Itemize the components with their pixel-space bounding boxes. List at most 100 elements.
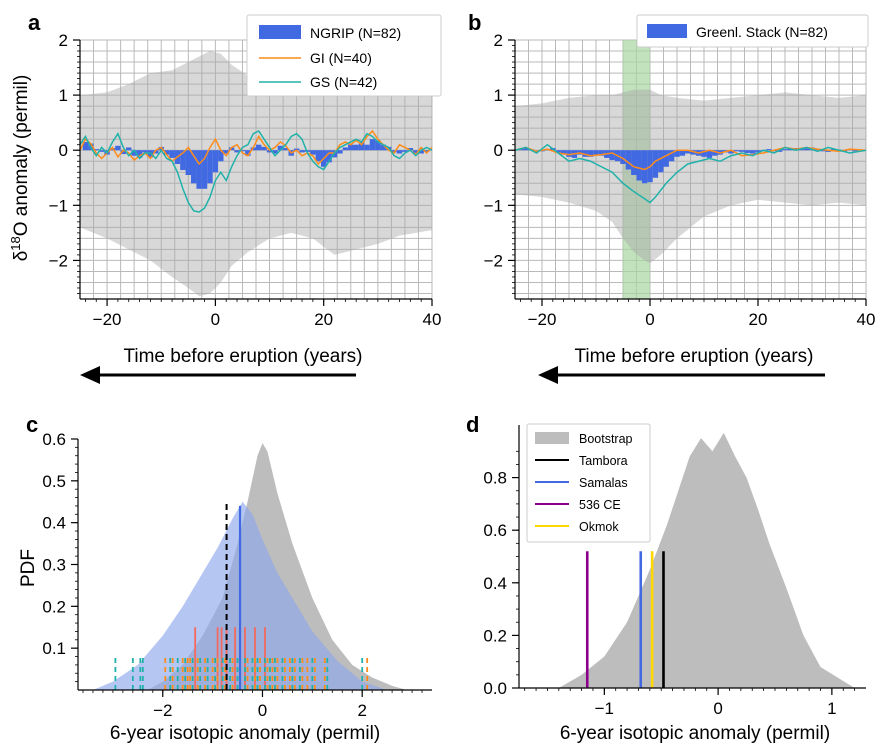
anomaly-bar bbox=[163, 150, 170, 155]
y-tick-label: 0 bbox=[494, 141, 503, 160]
legend-label-stack: Greenl. Stack (N=82) bbox=[696, 24, 828, 40]
gs-line bbox=[514, 143, 867, 204]
anomaly-bar bbox=[93, 149, 99, 151]
anomaly-bar bbox=[364, 144, 370, 151]
y-tick-label: 0.2 bbox=[483, 626, 507, 645]
anomaly-bar bbox=[641, 150, 648, 184]
anomaly-bar bbox=[250, 147, 256, 151]
y-tick-label: 1 bbox=[59, 86, 68, 105]
panel-c-ylabel: PDF bbox=[18, 549, 39, 587]
anomaly-bar bbox=[593, 150, 599, 155]
bootstrap-density bbox=[558, 432, 855, 688]
anomaly-bar bbox=[234, 150, 240, 153]
anomaly-bar bbox=[733, 150, 740, 152]
anomaly-bar bbox=[131, 150, 137, 156]
panel-a-axes: −2 −1 0 1 2 −20 0 20 40 bbox=[49, 31, 442, 329]
panel-d-legend: Bootstrap Tambora Samalas 536 CE Okmok bbox=[526, 423, 651, 543]
anomaly-bar bbox=[239, 150, 246, 152]
x-tick-label: 20 bbox=[749, 310, 768, 329]
anomaly-bar bbox=[598, 150, 605, 156]
anomaly-bar bbox=[207, 150, 213, 184]
anomaly-bar bbox=[136, 150, 143, 158]
panel-b-band bbox=[515, 89, 866, 264]
anomaly-bar bbox=[803, 148, 810, 151]
legend-label-tambora: Tambora bbox=[579, 454, 628, 468]
gs-line bbox=[79, 129, 433, 213]
x-tick-label: 1 bbox=[827, 699, 836, 718]
anomaly-bar bbox=[766, 149, 772, 151]
legend-label-ngrip: NGRIP (N=82) bbox=[310, 25, 401, 41]
x-tick-label: 0 bbox=[211, 310, 220, 329]
anomaly-bar bbox=[337, 150, 343, 154]
y-tick-label: −1 bbox=[49, 196, 68, 215]
panel-b-arrow bbox=[538, 366, 825, 384]
anomaly-bar bbox=[358, 142, 365, 151]
panel-b-legend: Greenl. Stack (N=82) bbox=[636, 14, 869, 48]
anomaly-bar bbox=[690, 150, 696, 155]
anomaly-bar bbox=[326, 150, 332, 163]
anomaly-bar bbox=[375, 140, 381, 151]
anomaly-bar bbox=[830, 149, 837, 151]
anomaly-bar bbox=[631, 150, 637, 176]
y-tick-label: 2 bbox=[59, 31, 68, 50]
panel-c-xlabel: 6-year isotopic anomaly (permil) bbox=[110, 723, 380, 744]
anomaly-bar bbox=[407, 148, 414, 151]
y-tick-label: 0.8 bbox=[483, 469, 507, 488]
anomaly-bar bbox=[413, 150, 419, 153]
anomaly-bar bbox=[353, 144, 359, 151]
panel-b-xlabel: Time before eruption (years) bbox=[574, 346, 813, 367]
anomaly-bar bbox=[396, 150, 403, 154]
anomaly-bar bbox=[342, 147, 349, 151]
panel-a-xlabel: Time before eruption (years) bbox=[123, 346, 362, 367]
anomaly-bar bbox=[185, 150, 192, 176]
anomaly-bar bbox=[218, 150, 224, 162]
anomaly-bar bbox=[712, 150, 718, 156]
legend-label-536: 536 CE bbox=[579, 498, 621, 512]
anomaly-bar bbox=[82, 141, 89, 151]
left-arrow-icon bbox=[80, 366, 100, 384]
anomaly-bar bbox=[582, 150, 588, 157]
panel-d: 0.0 0.2 0.4 0.6 0.8 −1 0 1 6-year isotopic anom… bbox=[483, 423, 866, 744]
y-tick-label: −2 bbox=[484, 251, 503, 270]
anomaly-bar bbox=[609, 150, 615, 161]
anomaly-bar bbox=[798, 149, 804, 151]
x-tick-label: 0 bbox=[258, 701, 267, 720]
x-tick-label: −2 bbox=[153, 701, 172, 720]
anomaly-bar bbox=[380, 144, 386, 151]
anomaly-bar bbox=[852, 150, 858, 152]
anomaly-bar bbox=[348, 144, 354, 151]
y-tick-label: 0.6 bbox=[483, 521, 507, 540]
legend-label-bootstrap: Bootstrap bbox=[579, 432, 633, 446]
x-tick-label: −20 bbox=[528, 310, 557, 329]
panel-b-grid bbox=[514, 39, 867, 299]
y-tick-label: −1 bbox=[484, 196, 503, 215]
panel-a-ylabel: δ18O anomaly (permil) bbox=[8, 75, 33, 262]
anomaly-bar bbox=[847, 149, 853, 151]
anomaly-bar bbox=[825, 150, 831, 152]
anomaly-bar bbox=[299, 150, 305, 153]
anomaly-bar bbox=[679, 150, 686, 156]
anomaly-bar bbox=[169, 150, 175, 158]
legend-label-gi: GI (N=40) bbox=[310, 50, 372, 66]
anomaly-bar bbox=[402, 150, 408, 152]
anomaly-bar bbox=[523, 147, 529, 151]
anomaly-bar bbox=[739, 150, 745, 152]
anomaly-bar bbox=[115, 145, 121, 151]
anomaly-bar bbox=[245, 150, 251, 156]
anomaly-bar bbox=[560, 150, 567, 155]
y-tick-label: 0.2 bbox=[42, 597, 66, 616]
anomaly-bar bbox=[256, 144, 262, 151]
anomaly-bar bbox=[261, 146, 267, 151]
panel-label-c: c bbox=[26, 412, 38, 437]
y-tick-label: −2 bbox=[49, 251, 68, 270]
anomaly-bar bbox=[109, 148, 116, 151]
anomaly-bar bbox=[272, 150, 278, 154]
y-tick-label: 0.4 bbox=[42, 514, 66, 533]
anomaly-bar bbox=[277, 145, 284, 151]
anomaly-bar bbox=[620, 150, 626, 164]
anomaly-bar bbox=[625, 150, 632, 170]
anomaly-bar bbox=[685, 150, 691, 154]
panel-a-arrow bbox=[80, 366, 356, 384]
anomaly-bar bbox=[315, 150, 321, 162]
